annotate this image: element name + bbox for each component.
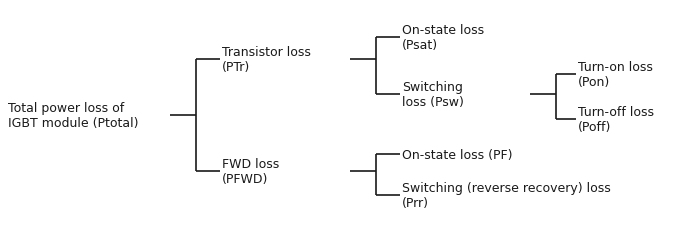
Text: Turn-off loss
(Poff): Turn-off loss (Poff) — [578, 106, 654, 134]
Text: On-state loss (PF): On-state loss (PF) — [402, 148, 512, 161]
Text: FWD loss
(PFWD): FWD loss (PFWD) — [222, 157, 279, 185]
Text: Turn-on loss
(Pon): Turn-on loss (Pon) — [578, 61, 653, 89]
Text: Total power loss of
IGBT module (Ptotal): Total power loss of IGBT module (Ptotal) — [8, 102, 139, 129]
Text: Switching (reverse recovery) loss
(Prr): Switching (reverse recovery) loss (Prr) — [402, 181, 610, 209]
Text: On-state loss
(Psat): On-state loss (Psat) — [402, 24, 484, 52]
Text: Switching
loss (Psw): Switching loss (Psw) — [402, 81, 464, 109]
Text: Transistor loss
(PTr): Transistor loss (PTr) — [222, 46, 311, 74]
